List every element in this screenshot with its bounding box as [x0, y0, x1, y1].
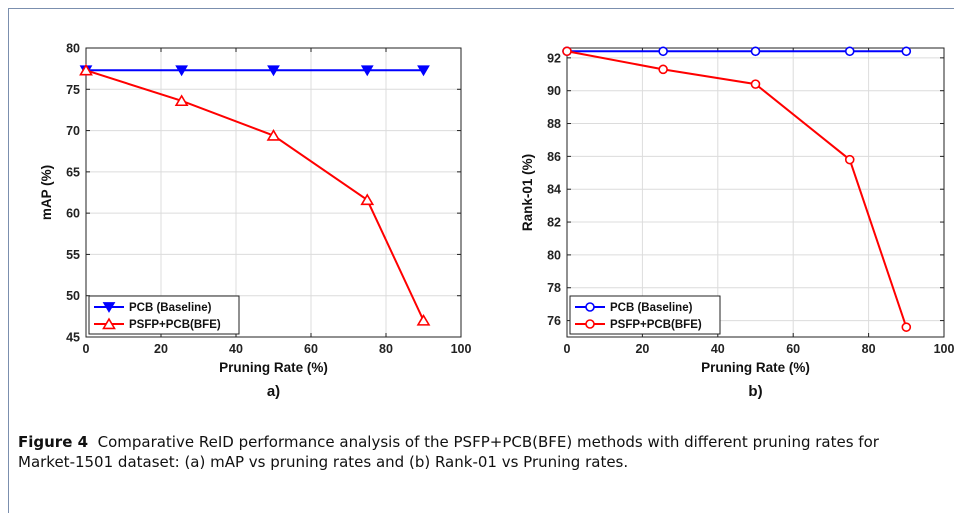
data-point: [658, 64, 668, 75]
data-point: [360, 65, 374, 77]
data-point: [266, 128, 281, 141]
data-point: [417, 65, 430, 77]
y-axis-label: Rank-01 (%): [520, 154, 535, 231]
series-psfp: [562, 46, 912, 332]
x-tick-label: 60: [786, 342, 800, 356]
legend-label: PCB (Baseline): [610, 302, 693, 314]
axes-box: [85, 47, 462, 338]
data-point: [79, 63, 93, 76]
data-point: [901, 322, 912, 332]
figure-caption: Figure 4 Comparative ReID performance an…: [18, 432, 938, 472]
y-tick-label: 88: [547, 117, 561, 131]
y-tick-label: 55: [66, 248, 80, 262]
data-point: [844, 46, 855, 57]
x-tick-label: 20: [635, 342, 649, 356]
x-tick-label: 0: [564, 342, 571, 356]
x-axis-label: Pruning Rate (%): [219, 360, 328, 375]
x-tick-label: 0: [83, 342, 90, 356]
caption-label: Figure 4: [18, 433, 89, 451]
y-axis-label: mAP (%): [39, 165, 54, 220]
y-tick-label: 70: [66, 124, 80, 138]
y-tick-label: 45: [66, 331, 80, 345]
y-tick-label: 82: [547, 216, 561, 230]
series-baseline: [562, 46, 912, 57]
y-tick-label: 76: [547, 314, 561, 328]
y-tick-label: 65: [66, 165, 80, 179]
data-point: [844, 154, 855, 165]
y-tick-label: 92: [547, 51, 561, 65]
y-tick-label: 90: [547, 84, 561, 98]
x-tick-label: 60: [304, 342, 318, 356]
y-tick-label: 84: [547, 183, 561, 197]
chart-b: 0 20 40 60 80 100 76 78 80 82 84 86 88 90 92 Pruning Ra…: [520, 46, 955, 400]
y-tick-label: 86: [547, 150, 561, 164]
x-tick-label: 20: [154, 342, 168, 356]
figure-charts: 0 20 40 60 80 100 45 50 55 60 65 70 75 80 Pruning Rate…: [39, 42, 955, 401]
series-psfp: [79, 63, 431, 326]
data-point: [360, 193, 375, 206]
x-tick-label: 100: [934, 342, 955, 356]
plot-area: [86, 48, 461, 337]
legend-label: PSFP+PCB(BFE): [610, 319, 702, 331]
legend-swatch-marker: [102, 302, 116, 313]
panel-label: a): [267, 383, 280, 400]
data-point: [175, 65, 188, 77]
data-point: [174, 94, 189, 107]
data-point: [267, 65, 280, 77]
legend-label: PCB (Baseline): [129, 302, 212, 314]
legend-label: PSFP+PCB(BFE): [129, 319, 221, 331]
caption-text: Comparative ReID performance analysis of…: [18, 433, 879, 471]
legend-swatch-marker: [102, 317, 116, 330]
y-tick-label: 50: [66, 289, 80, 303]
data-point: [416, 313, 431, 326]
data-point: [750, 46, 761, 57]
data-point: [562, 46, 572, 57]
chart-a: 0 20 40 60 80 100 45 50 55 60 65 70 75 80 Pruning Rate…: [39, 42, 471, 401]
figure-frame: [8, 8, 954, 513]
legend: PCB (Baseline) PSFP+PCB(BFE): [569, 295, 721, 335]
x-tick-label: 80: [862, 342, 876, 356]
legend-swatch-marker: [585, 319, 595, 329]
data-point: [750, 79, 761, 89]
legend: PCB (Baseline) PSFP+PCB(BFE): [88, 295, 240, 335]
x-tick-label: 40: [229, 342, 243, 356]
plot-area: [567, 48, 944, 337]
x-tick-label: 100: [451, 342, 472, 356]
y-tick-label: 80: [66, 42, 80, 56]
y-tick-label: 75: [66, 83, 80, 97]
y-tick-label: 80: [547, 248, 561, 262]
panel-label: b): [748, 383, 762, 400]
y-tick-label: 78: [547, 281, 561, 295]
legend-box: [569, 295, 721, 335]
data-point: [901, 46, 912, 57]
legend-swatch-marker: [585, 302, 595, 312]
x-axis-label: Pruning Rate (%): [701, 360, 810, 375]
data-point: [658, 46, 668, 57]
x-tick-label: 80: [379, 342, 393, 356]
y-tick-label: 60: [66, 207, 80, 221]
x-tick-label: 40: [711, 342, 725, 356]
